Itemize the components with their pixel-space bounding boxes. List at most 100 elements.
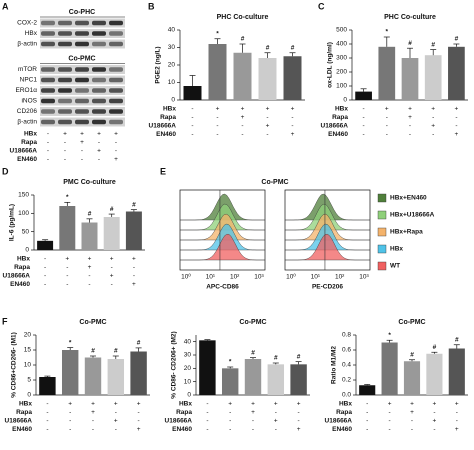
y-tick-label: 0.6: [342, 347, 351, 354]
condition-sign: -: [433, 426, 435, 433]
y-tick-label: 0: [27, 392, 31, 399]
condition-sign: -: [275, 426, 277, 433]
condition-sign: +: [241, 106, 245, 113]
blot-band: [75, 67, 89, 72]
significance: #: [410, 351, 414, 358]
significance: *: [388, 332, 391, 339]
y-tick-label: 200: [336, 69, 347, 76]
blot-band: [41, 98, 55, 104]
blot-band: [58, 119, 72, 125]
y-tick-label: 0: [171, 97, 175, 104]
condition-sign: +: [63, 131, 67, 138]
condition-label: U18666A: [3, 273, 31, 280]
condition-label: HBx: [179, 401, 192, 408]
condition-sign: +: [65, 256, 69, 263]
y-tick-label: 20: [24, 332, 32, 339]
condition-sign: -: [216, 123, 218, 130]
blot-row-label: mTOR: [18, 66, 37, 73]
blot-band: [92, 109, 106, 114]
x-axis-label: PE-CD206: [312, 284, 343, 291]
y-tick-label: 10: [184, 378, 192, 385]
condition-sign: +: [408, 114, 412, 121]
blot-band: [109, 41, 123, 47]
bar: [378, 46, 396, 100]
condition-sign: +: [91, 409, 95, 416]
y-tick-label: 20: [168, 62, 176, 69]
condition-label: U18666A: [149, 123, 177, 130]
condition-sign: -: [47, 131, 49, 138]
condition-sign: +: [114, 131, 118, 138]
condition-sign: -: [191, 131, 193, 138]
condition-sign: +: [88, 256, 92, 263]
bar: [424, 55, 442, 100]
blot-row-label: HBx: [25, 30, 38, 37]
condition-sign: -: [111, 264, 113, 271]
condition-sign: -: [92, 426, 94, 433]
condition-label: HBx: [335, 106, 348, 113]
condition-sign: -: [241, 123, 243, 130]
condition-label: Rapa: [336, 409, 352, 416]
legend-swatch: [377, 261, 387, 271]
condition-label: EN460: [172, 426, 192, 433]
condition-sign: +: [410, 409, 414, 416]
condition-sign: -: [252, 426, 254, 433]
chart-title: Co-PMC: [398, 319, 425, 326]
condition-sign: -: [411, 426, 413, 433]
bar: [183, 86, 202, 100]
condition-sign: -: [88, 281, 90, 288]
blot-band: [75, 119, 89, 125]
condition-sign: +: [114, 418, 118, 425]
condition-sign: -: [229, 418, 231, 425]
condition-sign: -: [389, 426, 391, 433]
condition-sign: -: [46, 409, 48, 416]
condition-sign: -: [456, 409, 458, 416]
condition-sign: -: [366, 409, 368, 416]
condition-sign: -: [115, 148, 117, 155]
blot-band: [41, 119, 55, 125]
significance: #: [274, 355, 278, 362]
blot-band: [58, 31, 72, 36]
y-tick-label: 30: [168, 44, 176, 51]
y-tick-label: 20: [184, 365, 192, 372]
bar: [403, 361, 421, 395]
condition-sign: -: [92, 418, 94, 425]
chart-title: PHC Co-culture: [217, 14, 269, 21]
significance: *: [386, 29, 389, 36]
condition-sign: -: [81, 156, 83, 163]
blot-band: [92, 20, 106, 26]
bar: [359, 385, 376, 395]
panel-label: F: [2, 316, 8, 326]
condition-label: Rapa: [16, 409, 32, 416]
x-tick-label: 10⁰: [181, 273, 191, 281]
panel-label: A: [2, 1, 9, 11]
panel-label: C: [318, 1, 325, 11]
bar: [59, 206, 76, 250]
significance: #: [137, 340, 141, 347]
blot-band: [75, 98, 89, 104]
condition-sign: -: [363, 123, 365, 130]
blot-row-label: β-actin: [17, 119, 37, 126]
blot-band: [92, 77, 106, 83]
condition-sign: +: [132, 281, 136, 288]
condition-label: EN460: [17, 156, 37, 163]
condition-label: Rapa: [332, 114, 348, 121]
blot-band: [109, 77, 123, 83]
condition-sign: -: [206, 409, 208, 416]
blot-band: [75, 109, 89, 114]
blot-band: [109, 98, 123, 104]
blot-band: [109, 109, 123, 114]
blot-row-label: COX-2: [17, 20, 37, 27]
condition-sign: -: [389, 418, 391, 425]
chart-title: Co-PMC: [79, 319, 106, 326]
significance: #: [114, 348, 118, 355]
significance: #: [91, 348, 95, 355]
blot-band: [92, 119, 106, 125]
condition-label: U18666A: [165, 418, 193, 425]
condition-sign: -: [363, 114, 365, 121]
y-axis-label: ox-LDL (ng/ml): [327, 42, 334, 88]
condition-sign: +: [455, 401, 459, 408]
y-axis-label: % CD86- CD206+ (M2): [171, 331, 178, 398]
condition-sign: +: [137, 426, 141, 433]
condition-sign: -: [69, 409, 71, 416]
